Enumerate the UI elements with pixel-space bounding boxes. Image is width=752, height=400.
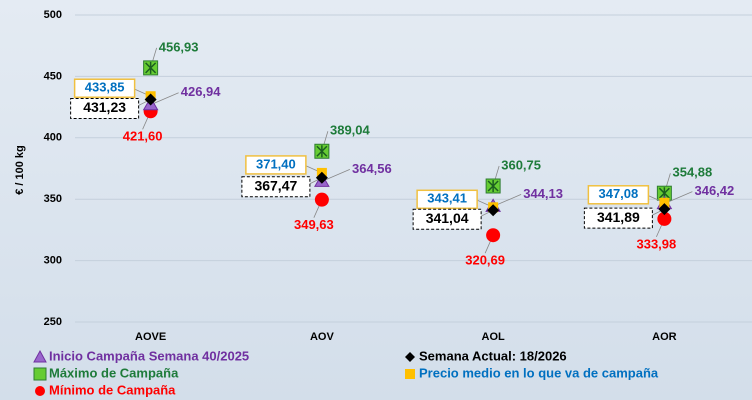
leader-line: [321, 168, 351, 182]
marker-max: [143, 60, 159, 76]
marker-diamond: [487, 204, 500, 217]
legend-box: [33, 367, 47, 381]
marker-star: [316, 145, 328, 158]
data-label: 341,89: [597, 209, 640, 225]
data-label: 349,63: [294, 217, 334, 232]
legend-label: Precio medio en lo que va de campaña: [419, 365, 659, 380]
x-tick-label: AOV: [310, 331, 335, 343]
data-label: 421,60: [123, 129, 163, 144]
legend-diamond: [405, 352, 415, 362]
legend-marker: [405, 352, 415, 362]
marker-circle: [657, 211, 672, 226]
leader-line: [150, 92, 179, 106]
data-label: 456,93: [159, 39, 199, 54]
marker-circle: [486, 228, 501, 243]
marker-star: [145, 61, 157, 74]
marker-max: [485, 178, 501, 194]
legend-marker: [405, 369, 415, 379]
data-label: 333,98: [636, 236, 676, 251]
marker-star: [487, 179, 499, 192]
data-label: 341,04: [426, 210, 469, 226]
legend-square: [405, 369, 415, 379]
data-label: 346,42: [694, 183, 734, 198]
legend-label: Mínimo de Campaña: [49, 382, 176, 397]
y-tick-label: 350: [44, 193, 62, 205]
y-tick-label: 250: [44, 316, 62, 328]
legend-circle: [35, 386, 45, 396]
data-label: 371,40: [256, 156, 296, 171]
label-box: [245, 155, 307, 175]
marker-diamond: [658, 203, 671, 216]
legend-triangle: [33, 349, 47, 363]
data-label: 389,04: [330, 123, 371, 138]
data-label: 354,88: [672, 165, 712, 180]
data-label: 344,13: [523, 186, 563, 201]
y-tick-label: 300: [44, 255, 62, 267]
label-box: [587, 185, 650, 205]
marker-circle: [314, 192, 329, 207]
legend-marker: [33, 367, 47, 381]
y-tick-label: 500: [44, 9, 62, 21]
marker-diamond: [144, 93, 157, 106]
marker-square: [659, 197, 670, 208]
data-label: 367,47: [254, 177, 297, 193]
label-box: [70, 97, 140, 119]
x-tick-label: AOL: [482, 331, 506, 343]
label-box: [73, 78, 136, 98]
label-box: [412, 208, 482, 230]
label-box: [241, 176, 311, 198]
data-label: 347,08: [598, 186, 638, 201]
marker-diamond: [315, 171, 328, 184]
label-box: [416, 189, 478, 210]
x-tick-label: AOR: [652, 331, 677, 343]
data-label: 364,56: [352, 161, 392, 176]
y-tick-label: 400: [44, 132, 62, 144]
data-label: 360,75: [501, 157, 541, 172]
legend-label: Inicio Campaña Semana 40/2025: [49, 348, 249, 363]
y-tick-label: 450: [44, 70, 62, 82]
marker-max: [314, 143, 330, 159]
data-label: 426,94: [181, 84, 222, 99]
legend-label: Semana Actual: 18/2026: [419, 348, 567, 363]
label-box: [583, 207, 653, 229]
legend-marker: [33, 349, 47, 363]
data-label: 320,69: [465, 253, 505, 268]
x-tick-label: AOVE: [135, 331, 166, 343]
legend-label: Máximo de Campaña: [49, 365, 179, 380]
y-axis-label: € / 100 kg: [14, 145, 26, 195]
data-label: 343,41: [427, 191, 467, 206]
data-label: 431,23: [83, 99, 126, 115]
legend-marker: [35, 386, 45, 396]
data-label: 433,85: [85, 80, 125, 95]
